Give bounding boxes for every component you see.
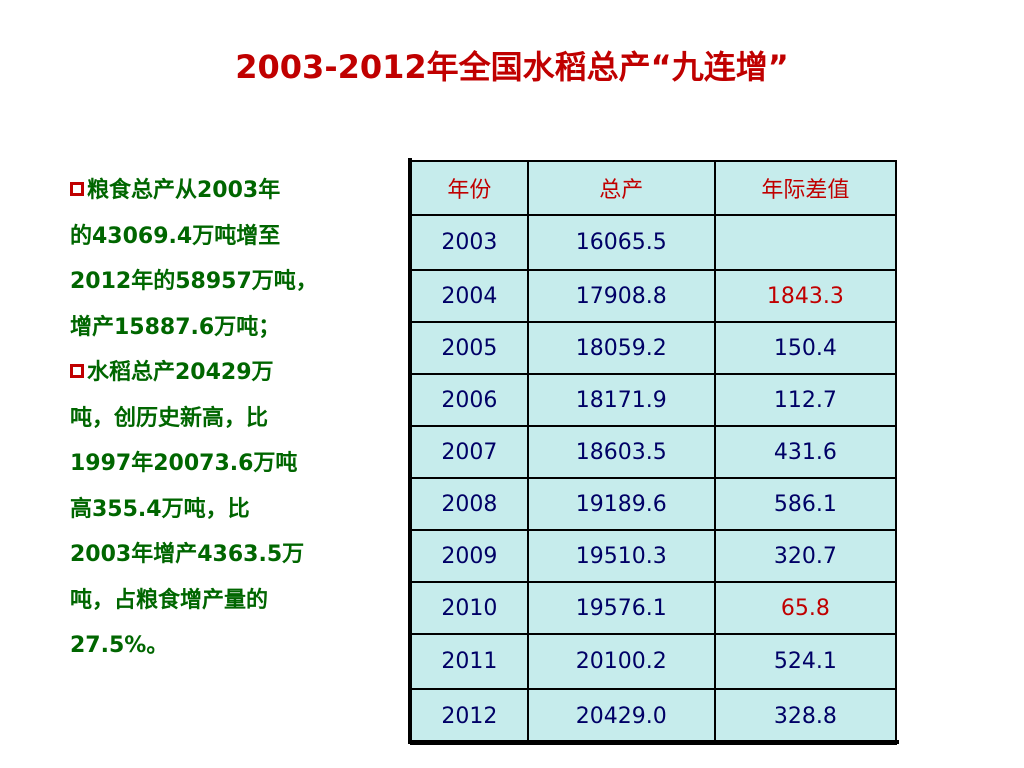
bullet-line: 1997年20073.6万吨 (70, 451, 298, 476)
bullet-line: 吨，创历史新高，比 (70, 405, 269, 431)
bullet-list: 粮食总产从2003年 的43069.4万吨增至 2012年的58957万吨， 增… (70, 168, 370, 669)
cell-year: 2004 (410, 269, 529, 323)
table-row: 2009 19510.3 320.7 (410, 529, 898, 583)
cell-year: 2006 (410, 373, 529, 427)
table-row: 2004 17908.8 1843.3 (410, 269, 898, 323)
cell-total: 19576.1 (526, 581, 716, 635)
cell-diff (713, 214, 898, 271)
cell-total: 19189.6 (526, 477, 716, 531)
cell-year: 2005 (410, 321, 529, 375)
cell-year: 2012 (410, 688, 529, 745)
bullet-line: 高355.4万吨，比 (70, 496, 250, 522)
slide-title: 2003-2012年全国水稻总产“九连增” (235, 48, 789, 86)
cell-diff: 65.8 (713, 581, 898, 635)
header-total: 总产 (526, 160, 716, 216)
bullet-line: 水稻总产20429万 (70, 350, 370, 396)
cell-diff: 586.1 (713, 477, 898, 531)
table-header-row: 年份 总产 年际差值 (410, 160, 898, 216)
cell-total: 20100.2 (526, 633, 716, 690)
cell-diff: 112.7 (713, 373, 898, 427)
bullet-rice-output: 水稻总产20429万 吨，创历史新高，比 1997年20073.6万吨 高355… (70, 350, 370, 669)
table-row: 2005 18059.2 150.4 (410, 321, 898, 375)
cell-year: 2009 (410, 529, 529, 583)
rice-output-table: 年份 总产 年际差值 2003 16065.5 2004 17908.8 1843.3 2… (410, 160, 898, 745)
cell-diff: 431.6 (713, 425, 898, 479)
cell-year: 2008 (410, 477, 529, 531)
table-row: 2011 20100.2 524.1 (410, 633, 898, 690)
bullet-grain-output: 粮食总产从2003年 的43069.4万吨增至 2012年的58957万吨， 增… (70, 168, 370, 350)
bullet-line: 2003年增产4363.5万 (70, 542, 305, 567)
cell-total: 16065.5 (526, 214, 716, 271)
table-shadow-bottom (408, 740, 899, 744)
cell-diff: 1843.3 (713, 269, 898, 323)
cell-year: 2007 (410, 425, 529, 479)
cell-total: 19510.3 (526, 529, 716, 583)
bullet-line: 粮食总产从2003年 (70, 168, 370, 214)
table-row: 2003 16065.5 (410, 214, 898, 271)
header-diff: 年际差值 (713, 160, 898, 216)
cell-total: 18059.2 (526, 321, 716, 375)
table-row: 2007 18603.5 431.6 (410, 425, 898, 479)
cell-total: 18171.9 (526, 373, 716, 427)
cell-diff: 328.8 (713, 688, 898, 745)
table-row: 2012 20429.0 328.8 (410, 688, 898, 745)
bullet-line: 的43069.4万吨增至 (70, 223, 281, 249)
square-bullet-icon (70, 182, 84, 196)
cell-year: 2010 (410, 581, 529, 635)
cell-year: 2003 (410, 214, 529, 271)
bullet-line: 增产15887.6万吨； (70, 314, 281, 340)
table-row: 2008 19189.6 586.1 (410, 477, 898, 531)
cell-diff: 150.4 (713, 321, 898, 375)
header-year: 年份 (410, 160, 529, 216)
bullet-line: 吨，占粮食增产量的 (70, 587, 269, 613)
square-bullet-icon (70, 364, 84, 378)
table-shadow-left (408, 158, 412, 744)
cell-diff: 524.1 (713, 633, 898, 690)
cell-diff: 320.7 (713, 529, 898, 583)
table-row: 2010 19576.1 65.8 (410, 581, 898, 635)
cell-year: 2011 (410, 633, 529, 690)
cell-total: 20429.0 (526, 688, 716, 745)
bullet-line: 2012年的58957万吨， (70, 269, 318, 294)
cell-total: 18603.5 (526, 425, 716, 479)
cell-total: 17908.8 (526, 269, 716, 323)
table-row: 2006 18171.9 112.7 (410, 373, 898, 427)
bullet-line: 27.5%。 (70, 633, 169, 658)
